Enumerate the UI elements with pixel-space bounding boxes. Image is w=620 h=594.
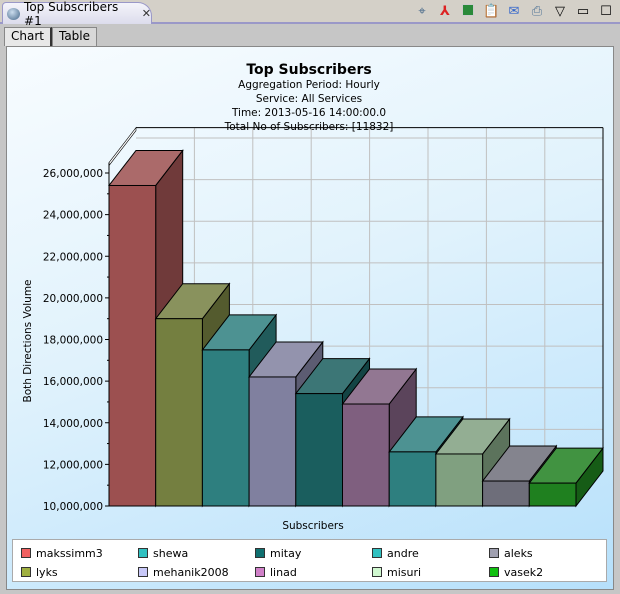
legend-swatch [138, 548, 148, 558]
zoom-icon[interactable]: ⌖ [418, 4, 426, 19]
toolbar: ⌖ ⅄ 📋 ✉ ⎙ ▽ ▭ ☐ [414, 2, 614, 22]
legend-swatch [372, 548, 382, 558]
legend-label: andre [387, 546, 419, 560]
tab-table[interactable]: Table [51, 27, 98, 46]
clipboard-icon[interactable]: 📋 [483, 4, 500, 19]
y-axis-label: Both Directions Volume [22, 279, 34, 402]
legend-item: linad [255, 565, 372, 579]
legend-swatch [489, 567, 499, 577]
minimize-icon[interactable]: ▭ [576, 4, 590, 19]
legend-item: mehanik2008 [138, 565, 255, 579]
y-tick-label: 20,000,000 [43, 293, 103, 305]
bar-chart: Top Subscribers Aggregation Period: Hour… [22, 62, 605, 532]
bar-misuri [435, 453, 484, 507]
legend-swatch [21, 567, 31, 577]
bar-makssimm3 [108, 184, 157, 507]
bar-aleks [482, 480, 530, 507]
close-icon[interactable]: ✕ [141, 7, 151, 20]
legend-swatch [255, 548, 265, 558]
y-tick-label: 14,000,000 [43, 418, 103, 430]
chart-subtitle: Time: 2013-05-16 14:00:00.0 [231, 107, 386, 119]
legend-item: shewa [138, 546, 255, 560]
maximize-icon[interactable]: ☐ [600, 4, 612, 19]
legend-item: andre [372, 546, 489, 560]
legend-item: misuri [372, 565, 489, 579]
chart-subtitle: Total No of Subscribers: [11832] [224, 121, 394, 133]
bar-mitay [295, 393, 343, 507]
legend-label: lyks [36, 565, 58, 579]
legend-item: aleks [489, 546, 606, 560]
y-tick-label: 18,000,000 [43, 335, 103, 347]
legend-swatch [489, 548, 499, 558]
bar-mehanik2008 [248, 376, 297, 507]
legend-item: lyks [21, 565, 138, 579]
legend-label: shewa [153, 546, 189, 560]
view-tab-title: Top Subscribers #1 [24, 0, 119, 28]
y-tick-label: 10,000,000 [43, 501, 103, 513]
legend-label: makssimm3 [36, 546, 103, 560]
legend-label: mitay [270, 546, 302, 560]
legend: makssimm3 shewa mitay andre aleks lyks mehanik… [12, 539, 607, 582]
chart-subtitle: Service: All Services [256, 93, 362, 105]
legend-item: vasek2 [489, 565, 606, 579]
legend-label: linad [270, 565, 297, 579]
y-tick-label: 12,000,000 [43, 459, 103, 471]
chart-panel: Top Subscribers Aggregation Period: Hour… [6, 46, 614, 590]
tab-chart[interactable]: Chart [4, 27, 52, 46]
print-icon[interactable]: ⎙ [531, 4, 543, 19]
legend-item: mitay [255, 546, 372, 560]
bar-andre [388, 451, 437, 507]
legend-label: aleks [504, 546, 533, 560]
legend-item: makssimm3 [21, 546, 138, 560]
legend-swatch [255, 567, 265, 577]
bar-shewa [201, 349, 250, 507]
legend-label: misuri [387, 565, 422, 579]
y-tick-label: 16,000,000 [43, 376, 103, 388]
y-tick-label: 26,000,000 [43, 168, 103, 180]
app-icon [7, 7, 21, 20]
legend-swatch [138, 567, 148, 577]
bar-lyks [155, 318, 203, 507]
email-icon[interactable]: ✉ [508, 4, 520, 19]
legend-label: vasek2 [504, 565, 544, 579]
view-title-bar: Top Subscribers #1 ✕ ⌖ ⅄ 📋 ✉ ⎙ ▽ ▭ ☐ [0, 0, 620, 28]
bar-vasek2 [528, 482, 577, 507]
excel-icon[interactable] [460, 4, 476, 20]
y-tick-label: 24,000,000 [43, 210, 103, 222]
legend-label: mehanik2008 [153, 565, 229, 579]
pdf-icon[interactable]: ⅄ [440, 4, 450, 19]
chart-title: Top Subscribers [246, 62, 371, 78]
chart-subtitle: Aggregation Period: Hourly [238, 79, 380, 91]
x-axis-label: Subscribers [282, 520, 343, 532]
legend-swatch [21, 548, 31, 558]
view-menu-icon[interactable]: ▽ [555, 4, 565, 19]
bar-linad [342, 403, 390, 507]
legend-swatch [372, 567, 382, 577]
view-tab[interactable]: Top Subscribers #1 ✕ [2, 0, 152, 28]
tab-bar: Chart Table [4, 27, 98, 46]
y-tick-label: 22,000,000 [43, 251, 103, 263]
